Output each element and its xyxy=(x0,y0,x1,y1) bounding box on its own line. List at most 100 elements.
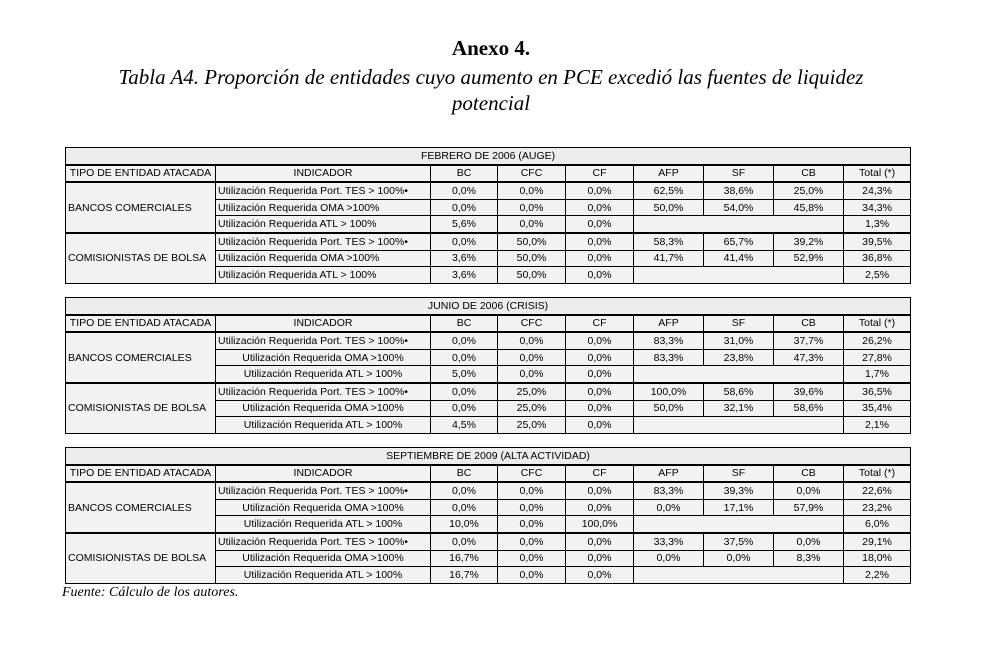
value-cell: 0,0% xyxy=(565,365,634,384)
column-header: AFP xyxy=(633,164,704,184)
value-cell: 0,0% xyxy=(565,181,634,200)
column-header: CFC xyxy=(497,314,566,334)
total-cell: 35,4% xyxy=(842,399,912,418)
header-row: TIPO DE ENTIDAD ATACADA INDICADOR BC CFC CF A… xyxy=(65,464,912,484)
table-row: BANCOS COMERCIALES Utilización Requerida … xyxy=(65,481,912,534)
table-row: Utilización Requerida OMA >100% 0,0% 0,0% 0… xyxy=(66,348,912,367)
value-cell: 0,0% xyxy=(633,498,704,517)
column-header: SF xyxy=(703,464,774,484)
value-cell: 3,6% xyxy=(430,249,498,268)
total-cell: 36,8% xyxy=(842,249,912,268)
total-cell: 24,3% xyxy=(842,181,912,200)
value-cell: 25,0% xyxy=(497,416,566,434)
value-cell: 45,8% xyxy=(773,198,844,217)
value-cell: 0,0% xyxy=(430,381,498,401)
table-row: Utilización Requerida OMA >100% 0,0% 25,0%… xyxy=(66,399,912,418)
total-cell: 2,2% xyxy=(842,566,912,584)
value-cell: 0,0% xyxy=(565,215,634,234)
table-row: Utilización Requerida ATL > 100% 5,0% 0,0%… xyxy=(66,365,912,384)
column-header: CB xyxy=(773,164,844,184)
table-subtitle: Tabla A4. Proporción de entidades cuyo a… xyxy=(118,65,864,115)
column-header: BC xyxy=(430,464,498,484)
data-table: JUNIO DE 2006 (CRISIS) TIPO DE ENTIDAD AT… xyxy=(64,296,912,434)
column-header: CB xyxy=(773,314,844,334)
indicator: Utilización Requerida OMA >100% xyxy=(215,399,431,418)
indicator: Utilización Requerida OMA >100% xyxy=(215,348,431,367)
value-cell: 0,0% xyxy=(430,181,498,200)
column-header: BC xyxy=(430,314,498,334)
value-cell: 0,0% xyxy=(497,566,566,584)
caption-row: JUNIO DE 2006 (CRISIS) xyxy=(64,296,912,316)
value-cell: 0,0% xyxy=(430,481,498,500)
value-cell: 0,0% xyxy=(497,531,566,551)
value-cell: 37,5% xyxy=(703,531,774,551)
column-header: Total (*) xyxy=(842,464,912,484)
empty-cell xyxy=(633,416,844,434)
entity-type: COMISIONISTAS DE BOLSA xyxy=(65,231,216,284)
value-cell: 0,0% xyxy=(497,498,566,517)
data-table: SEPTIEMBRE DE 2009 (ALTA ACTIVIDAD) TIPO … xyxy=(64,446,912,584)
total-cell: 1,7% xyxy=(842,365,912,384)
value-cell: 0,0% xyxy=(430,231,498,251)
value-cell: 5,0% xyxy=(430,365,498,384)
value-cell: 25,0% xyxy=(497,381,566,401)
column-header: CF xyxy=(565,464,634,484)
value-cell: 0,0% xyxy=(430,348,498,367)
column-header: CFC xyxy=(497,464,566,484)
value-cell: 0,0% xyxy=(565,331,634,350)
value-cell: 32,1% xyxy=(703,399,774,418)
value-cell: 0,0% xyxy=(497,515,566,534)
empty-cell xyxy=(633,566,844,584)
entity-type: BANCOS COMERCIALES xyxy=(65,331,216,384)
empty-cell xyxy=(633,215,844,234)
empty-cell xyxy=(633,515,844,534)
total-cell: 27,8% xyxy=(842,348,912,367)
value-cell: 0,0% xyxy=(430,198,498,217)
column-header: TIPO DE ENTIDAD ATACADA xyxy=(65,164,216,184)
indicator: Utilización Requerida OMA >100% xyxy=(215,249,431,268)
table-row: Utilización Requerida OMA >100% 0,0% 0,0% 0… xyxy=(66,498,912,517)
value-cell: 62,5% xyxy=(633,181,704,200)
value-cell: 83,3% xyxy=(633,348,704,367)
indicator: Utilización Requerida Port. TES > 100%• xyxy=(215,231,431,251)
table-caption: FEBRERO DE 2006 (AUGE) xyxy=(64,146,912,166)
value-cell: 25,0% xyxy=(773,181,844,200)
value-cell: 50,0% xyxy=(633,198,704,217)
value-cell: 23,8% xyxy=(703,348,774,367)
table-row: COMISIONISTAS DE BOLSA Utilización Requer… xyxy=(65,531,912,584)
value-cell: 39,3% xyxy=(703,481,774,500)
value-cell: 58,6% xyxy=(703,381,774,401)
value-cell: 39,6% xyxy=(773,381,844,401)
column-header: SF xyxy=(703,314,774,334)
value-cell: 16,7% xyxy=(430,566,498,584)
empty-cell xyxy=(633,266,844,284)
indicator: Utilización Requerida OMA >100% xyxy=(215,498,431,517)
value-cell: 0,0% xyxy=(565,198,634,217)
table-row: BANCOS COMERCIALES Utilización Requerida … xyxy=(65,181,912,234)
value-cell: 0,0% xyxy=(430,399,498,418)
table-row: Utilización Requerida OMA >100% 0,0% 0,0% 0… xyxy=(66,198,912,217)
column-header: CFC xyxy=(497,164,566,184)
value-cell: 54,0% xyxy=(703,198,774,217)
value-cell: 52,9% xyxy=(773,249,844,268)
value-cell: 0,0% xyxy=(703,549,774,568)
column-header: INDICADOR xyxy=(215,464,431,484)
column-header: CF xyxy=(565,314,634,334)
value-cell: 41,4% xyxy=(703,249,774,268)
value-cell: 65,7% xyxy=(703,231,774,251)
value-cell: 0,0% xyxy=(565,348,634,367)
column-header: Total (*) xyxy=(842,314,912,334)
value-cell: 100,0% xyxy=(633,381,704,401)
total-cell: 26,2% xyxy=(842,331,912,350)
value-cell: 39,2% xyxy=(773,231,844,251)
annex-heading: Anexo 4. xyxy=(451,36,531,60)
column-header: SF xyxy=(703,164,774,184)
column-header: TIPO DE ENTIDAD ATACADA xyxy=(65,314,216,334)
value-cell: 0,0% xyxy=(497,481,566,500)
value-cell: 0,0% xyxy=(497,198,566,217)
indicator: Utilización Requerida ATL > 100% xyxy=(215,566,431,584)
column-header: INDICADOR xyxy=(215,314,431,334)
value-cell: 0,0% xyxy=(430,498,498,517)
column-header: BC xyxy=(430,164,498,184)
column-header: CB xyxy=(773,464,844,484)
